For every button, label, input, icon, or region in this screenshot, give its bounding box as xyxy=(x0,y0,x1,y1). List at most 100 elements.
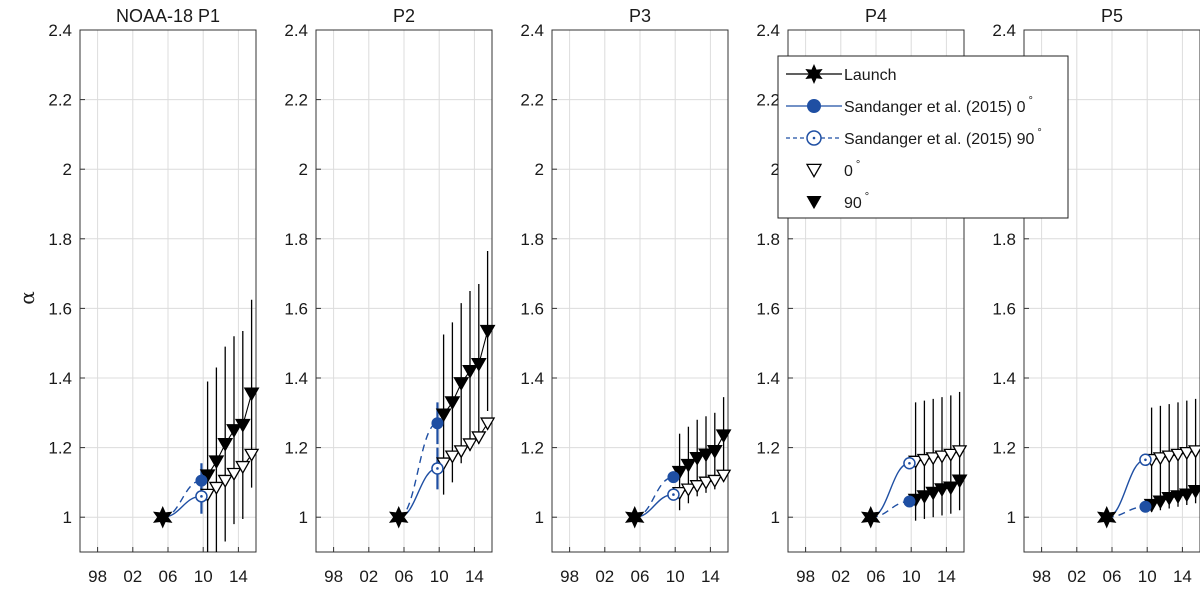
launch-marker xyxy=(152,505,173,529)
zero-deg-point xyxy=(943,448,959,463)
ninety-deg-point xyxy=(462,364,478,379)
ninety-deg-point xyxy=(1170,490,1186,504)
sandanger-0-point-dot xyxy=(436,467,439,470)
y-tick-label: 2 xyxy=(299,160,308,179)
legend-zero-marker xyxy=(805,163,823,178)
legend-label-degree: ° xyxy=(865,191,869,203)
legend-entry: Launch xyxy=(786,64,897,84)
ninety-deg-point xyxy=(942,481,959,496)
legend-entry: Sandanger et al. (2015) 0 ° xyxy=(786,95,1033,116)
ninety-deg-point xyxy=(208,455,225,470)
y-tick-label: 1.6 xyxy=(48,299,72,318)
ninety-deg-point xyxy=(1178,488,1195,503)
y-tick-label: 1.8 xyxy=(520,230,544,249)
y-tick-label: 2.2 xyxy=(284,91,308,110)
y-tick-label: 1 xyxy=(63,508,72,527)
ninety-deg-point xyxy=(444,396,461,411)
x-tick-label: 10 xyxy=(430,567,449,586)
ninety-deg-point xyxy=(916,490,933,504)
panel-title: P3 xyxy=(629,6,651,26)
y-tick-label: 1 xyxy=(299,508,308,527)
legend-launch-star xyxy=(805,64,823,84)
x-tick-label: 06 xyxy=(1103,567,1122,586)
sandanger-90-point xyxy=(195,474,208,487)
panel-title: P2 xyxy=(393,6,415,26)
x-tick-label: 02 xyxy=(359,567,378,586)
y-tick-label: 1.2 xyxy=(992,439,1016,458)
legend-label-degree: ° xyxy=(856,159,860,171)
legend-entry: Sandanger et al. (2015) 90 ° xyxy=(786,127,1042,148)
chart-legend: Launch Sandanger et al. (2015) 0 ° Sandange… xyxy=(777,55,1069,219)
y-tick-label: 1 xyxy=(1007,508,1016,527)
panel-title: NOAA-18 P1 xyxy=(116,6,220,26)
x-tick-label: 06 xyxy=(395,567,414,586)
y-tick-label: 2.2 xyxy=(756,91,780,110)
y-tick-label: 2.4 xyxy=(284,21,308,40)
y-tick-label: 2 xyxy=(535,160,544,179)
x-tick-label: 14 xyxy=(465,567,484,586)
sandanger-90-point xyxy=(903,495,916,508)
x-tick-label: 98 xyxy=(560,567,579,586)
sandanger-90-point xyxy=(431,417,444,430)
x-tick-label: 10 xyxy=(1138,567,1157,586)
legend-box xyxy=(777,55,1069,219)
legend-label-degree: ° xyxy=(1028,95,1032,107)
panel-title: P5 xyxy=(1101,6,1123,26)
x-tick-label: 10 xyxy=(194,567,213,586)
x-tick-label: 98 xyxy=(88,567,107,586)
y-tick-label: 1.4 xyxy=(992,369,1016,388)
ninety-deg-point xyxy=(925,486,942,501)
y-tick-label: 2.4 xyxy=(992,21,1016,40)
x-tick-label: 10 xyxy=(666,567,685,586)
legend-ninety-marker xyxy=(806,196,822,210)
x-tick-label: 06 xyxy=(867,567,886,586)
y-tick-label: 1.4 xyxy=(520,369,544,388)
legend-label: Sandanger et al. (2015) 90 ° xyxy=(844,127,1042,148)
chart-panel: 1 1.2 1.4 1.6 1.8 2 2.2 2.4 98 02 06 10 14 P3 xyxy=(520,6,732,586)
zero-deg-point xyxy=(925,452,941,466)
x-tick-label: 02 xyxy=(595,567,614,586)
chart-panel: 1 1.2 1.4 1.6 1.8 2 2.2 2.4 98 02 06 10 14 P2 xyxy=(284,6,496,586)
ninety-deg-point xyxy=(1161,491,1178,506)
legend-label: Launch xyxy=(844,67,897,84)
y-tick-label: 1.4 xyxy=(48,369,72,388)
x-tick-label: 98 xyxy=(324,567,343,586)
x-tick-label: 06 xyxy=(159,567,178,586)
x-tick-label: 14 xyxy=(937,567,956,586)
y-tick-label: 1.6 xyxy=(756,299,780,318)
ninety-deg-point xyxy=(226,424,242,438)
x-tick-label: 02 xyxy=(831,567,850,586)
ninety-deg-point xyxy=(217,438,234,452)
ninety-deg-point xyxy=(680,458,697,473)
zero-deg-point xyxy=(226,467,242,482)
x-tick-label: 02 xyxy=(123,567,142,586)
chart-panel: 1 1.2 1.4 1.6 1.8 2 2.2 2.4 98 02 06 10 14 NOAA-18 P1 xyxy=(48,6,260,586)
x-tick-label: 02 xyxy=(1067,567,1086,586)
y-axis-label: α xyxy=(15,291,39,305)
zero-deg-point xyxy=(444,450,461,464)
ninety-deg-point xyxy=(470,357,487,372)
y-tick-label: 2.4 xyxy=(756,21,780,40)
x-tick-label: 14 xyxy=(701,567,720,586)
zero-deg-point xyxy=(715,469,732,483)
y-tick-label: 2.4 xyxy=(48,21,72,40)
x-tick-label: 10 xyxy=(902,567,921,586)
ninety-deg-point xyxy=(479,324,496,339)
x-tick-label: 06 xyxy=(631,567,650,586)
ninety-deg-point xyxy=(453,377,470,391)
sandanger-0-point-dot xyxy=(200,495,203,498)
y-tick-label: 2.2 xyxy=(520,91,544,110)
y-tick-label: 1 xyxy=(535,508,544,527)
ninety-deg-point xyxy=(1152,495,1169,510)
zero-deg-point xyxy=(208,481,225,496)
y-tick-label: 1.6 xyxy=(992,299,1016,318)
y-tick-label: 2 xyxy=(63,160,72,179)
zero-deg-point xyxy=(1179,446,1195,461)
sandanger-90-point xyxy=(667,471,680,484)
zero-deg-point xyxy=(243,448,260,463)
ninety-deg-point xyxy=(435,408,452,423)
zero-deg-point xyxy=(680,483,697,497)
zero-deg-point xyxy=(1152,452,1169,466)
ninety-deg-point xyxy=(689,451,706,466)
ninety-deg-point xyxy=(951,474,968,489)
